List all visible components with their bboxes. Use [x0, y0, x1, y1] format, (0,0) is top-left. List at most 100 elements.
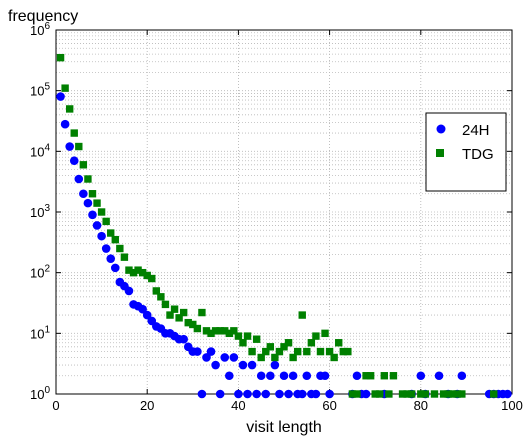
- point-tdg: [138, 268, 147, 277]
- point-tdg: [321, 329, 329, 338]
- point-tdg: [225, 329, 233, 338]
- point-24h: [65, 142, 74, 151]
- point-tdg: [344, 347, 352, 356]
- point-tdg: [88, 190, 97, 198]
- point-tdg: [175, 314, 183, 322]
- point-tdg: [280, 343, 288, 351]
- point-tdg: [111, 235, 119, 244]
- point-24h: [288, 371, 298, 381]
- point-24h: [110, 263, 120, 273]
- point-24h: [202, 353, 211, 362]
- point-tdg: [189, 320, 197, 329]
- point-tdg: [417, 390, 425, 398]
- point-tdg: [257, 353, 265, 362]
- x-tick-label: 80: [414, 398, 428, 413]
- point-tdg: [152, 287, 161, 295]
- x-tick-label: 100: [501, 398, 523, 413]
- x-tick-label: 20: [140, 398, 154, 413]
- point-tdg: [490, 390, 498, 398]
- point-tdg: [65, 105, 74, 113]
- point-24h: [101, 244, 111, 253]
- point-tdg: [61, 84, 69, 92]
- point-tdg: [458, 390, 466, 398]
- point-24h: [229, 353, 239, 362]
- point-24h: [252, 389, 261, 399]
- point-24h: [220, 353, 230, 362]
- point-24h: [416, 371, 426, 381]
- point-tdg: [193, 324, 202, 333]
- axis-ticks: 0 20 40 60 80 100 100 101 102 103 104 105 106: [30, 21, 523, 413]
- point-tdg: [179, 308, 188, 317]
- point-tdg: [335, 339, 343, 347]
- point-tdg: [312, 332, 320, 340]
- point-tdg: [407, 390, 416, 398]
- point-tdg: [211, 327, 220, 335]
- point-tdg: [79, 161, 88, 169]
- x-axis-label: visit length: [246, 419, 322, 436]
- y-axis-label: frequency: [8, 8, 78, 25]
- point-24h: [224, 371, 234, 381]
- point-24h: [434, 371, 444, 381]
- point-24h: [325, 389, 334, 399]
- point-tdg: [453, 390, 461, 398]
- point-24h: [256, 371, 266, 381]
- point-24h: [206, 347, 216, 356]
- point-24h: [92, 221, 102, 230]
- point-tdg: [444, 390, 452, 398]
- point-24h: [503, 389, 512, 399]
- series-24h: [56, 92, 512, 399]
- point-24h: [138, 304, 147, 314]
- point-24h: [261, 389, 271, 399]
- point-24h: [56, 92, 65, 101]
- point-24h: [88, 210, 97, 220]
- point-24h: [284, 389, 293, 399]
- point-24h: [311, 389, 321, 399]
- point-24h: [197, 389, 207, 399]
- point-tdg: [366, 372, 375, 380]
- legend-marker-tdg: [436, 149, 444, 157]
- data-points: [56, 53, 512, 399]
- point-tdg: [84, 175, 92, 183]
- point-tdg: [202, 327, 211, 335]
- legend: 24H TDG: [425, 112, 507, 192]
- point-tdg: [216, 327, 224, 335]
- point-24h: [106, 254, 116, 263]
- point-tdg: [371, 390, 379, 398]
- point-24h: [297, 389, 307, 399]
- point-tdg: [430, 390, 439, 398]
- point-24h: [361, 389, 371, 399]
- point-tdg: [303, 347, 311, 356]
- point-tdg: [362, 372, 370, 380]
- point-tdg: [389, 372, 398, 380]
- point-tdg: [353, 390, 361, 398]
- point-tdg: [293, 347, 302, 356]
- point-tdg: [125, 266, 133, 274]
- point-tdg: [143, 271, 151, 280]
- point-tdg: [148, 274, 156, 283]
- point-24h: [275, 389, 284, 399]
- point-24h: [74, 174, 84, 184]
- point-tdg: [307, 339, 316, 347]
- point-tdg: [75, 142, 83, 151]
- point-tdg: [161, 300, 170, 309]
- point-tdg: [376, 390, 384, 398]
- point-tdg: [102, 217, 110, 226]
- point-24h: [320, 371, 330, 381]
- point-tdg: [289, 353, 297, 362]
- point-tdg: [275, 347, 284, 356]
- point-24h: [302, 371, 312, 381]
- point-tdg: [198, 308, 206, 317]
- point-24h: [193, 347, 202, 356]
- point-tdg: [449, 390, 457, 398]
- y-tick-label: 103: [30, 203, 50, 220]
- y-tick-label: 101: [30, 324, 50, 341]
- series-tdg: [56, 53, 498, 398]
- point-24h: [179, 334, 188, 344]
- point-tdg: [129, 268, 138, 277]
- point-tdg: [234, 332, 243, 340]
- legend-label-24h: 24H: [462, 122, 490, 139]
- point-tdg: [170, 305, 179, 313]
- point-tdg: [184, 318, 192, 327]
- point-tdg: [385, 390, 393, 398]
